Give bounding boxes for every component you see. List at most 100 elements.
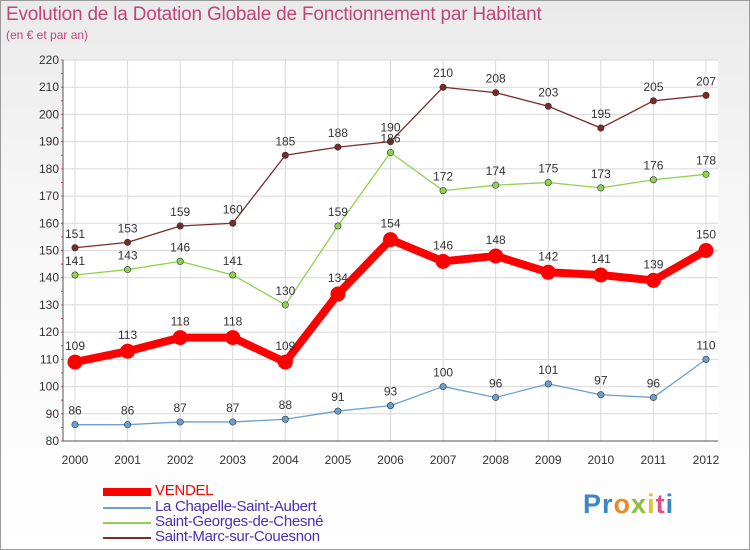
data-label: 88 <box>279 398 293 412</box>
data-point <box>120 343 136 359</box>
x-tick-label: 2012 <box>693 453 720 467</box>
data-point <box>67 354 83 370</box>
data-label: 148 <box>486 233 506 247</box>
data-point <box>492 393 500 401</box>
x-tick-label: 2002 <box>167 453 194 467</box>
y-tick-label: 220 <box>39 53 59 67</box>
data-point <box>649 97 657 105</box>
legend-swatch <box>103 522 151 524</box>
y-tick-label: 200 <box>39 107 59 121</box>
y-tick-label: 170 <box>39 189 59 203</box>
y-tick-label: 80 <box>46 434 60 448</box>
data-label: 186 <box>380 132 400 146</box>
data-point <box>698 243 714 258</box>
data-point <box>645 272 661 288</box>
data-point <box>544 380 552 388</box>
data-point <box>124 421 132 429</box>
data-point <box>649 176 657 184</box>
x-tick-label: 2001 <box>114 453 141 467</box>
logo-letter: P <box>583 489 603 519</box>
data-label: 139 <box>643 257 663 271</box>
chart-subtitle: (en € et par an) <box>6 28 89 42</box>
data-label: 172 <box>433 170 453 184</box>
data-point <box>649 393 657 401</box>
data-label: 96 <box>647 376 661 390</box>
data-label: 175 <box>538 161 558 175</box>
data-label: 159 <box>170 205 190 219</box>
data-label: 101 <box>538 363 558 377</box>
data-label: 109 <box>275 339 295 353</box>
logo-letter: i <box>647 489 656 519</box>
data-label: 178 <box>696 153 716 167</box>
data-label: 185 <box>275 134 295 148</box>
data-point <box>593 267 609 283</box>
data-point <box>544 178 552 186</box>
data-label: 210 <box>433 66 453 80</box>
x-tick-label: 2000 <box>62 453 89 467</box>
data-label: 141 <box>223 254 243 268</box>
data-label: 141 <box>65 254 85 268</box>
y-tick-label: 100 <box>39 380 59 394</box>
x-tick-label: 2007 <box>430 453 457 467</box>
data-label: 203 <box>538 85 558 99</box>
logo-letter: r <box>602 489 614 519</box>
y-tick-label: 150 <box>39 244 59 258</box>
y-tick-label: 120 <box>39 325 59 339</box>
logo-letter: x <box>631 489 648 519</box>
data-point <box>439 383 447 391</box>
data-label: 153 <box>118 221 138 235</box>
data-label: 118 <box>223 315 242 329</box>
proxiti-logo: Proxiti <box>583 489 674 520</box>
x-tick-label: 2009 <box>535 453 562 467</box>
data-point <box>383 232 398 248</box>
data-point <box>229 418 237 426</box>
data-label: 87 <box>173 401 187 415</box>
legend-swatch <box>103 537 151 539</box>
data-point <box>277 354 293 370</box>
data-point <box>176 222 184 230</box>
chart-title: Evolution de la Dotation Globale de Fonc… <box>6 4 542 25</box>
data-label: 142 <box>538 249 558 263</box>
logo-letter: o <box>613 489 632 519</box>
data-point <box>439 83 447 91</box>
y-tick-label: 160 <box>39 216 59 230</box>
data-point <box>124 266 132 274</box>
data-label: 188 <box>328 126 348 140</box>
data-label: 109 <box>65 339 85 353</box>
data-point <box>492 181 500 189</box>
y-tick-label: 180 <box>39 162 59 176</box>
x-tick-label: 2004 <box>272 453 299 467</box>
data-label: 146 <box>433 238 453 252</box>
data-point <box>702 91 710 99</box>
data-point <box>281 415 289 423</box>
data-point <box>439 187 447 195</box>
data-point <box>488 248 504 264</box>
data-label: 143 <box>118 249 138 263</box>
x-tick-label: 2006 <box>377 453 404 467</box>
data-label: 195 <box>591 107 611 121</box>
x-tick-label: 2011 <box>641 453 667 467</box>
x-tick-label: 2005 <box>325 453 352 467</box>
data-point <box>71 421 79 429</box>
data-label: 86 <box>68 404 82 418</box>
data-point <box>124 238 132 246</box>
data-label: 174 <box>486 164 506 178</box>
logo-letter: t <box>655 489 666 519</box>
legend-label: Saint-Georges-de-Chesné <box>155 513 324 530</box>
logo-letter: i <box>665 489 675 519</box>
data-point <box>492 89 500 97</box>
data-point <box>225 330 241 346</box>
data-point <box>229 219 237 227</box>
data-point <box>281 301 289 309</box>
data-point <box>597 124 605 132</box>
data-point <box>597 391 605 399</box>
x-tick-label: 2003 <box>219 453 246 467</box>
data-label: 97 <box>594 374 608 388</box>
data-label: 146 <box>170 240 190 254</box>
y-tick-label: 90 <box>46 407 60 421</box>
data-label: 176 <box>643 159 663 173</box>
data-point <box>334 222 342 230</box>
data-point <box>229 271 237 279</box>
data-label: 207 <box>696 74 716 88</box>
